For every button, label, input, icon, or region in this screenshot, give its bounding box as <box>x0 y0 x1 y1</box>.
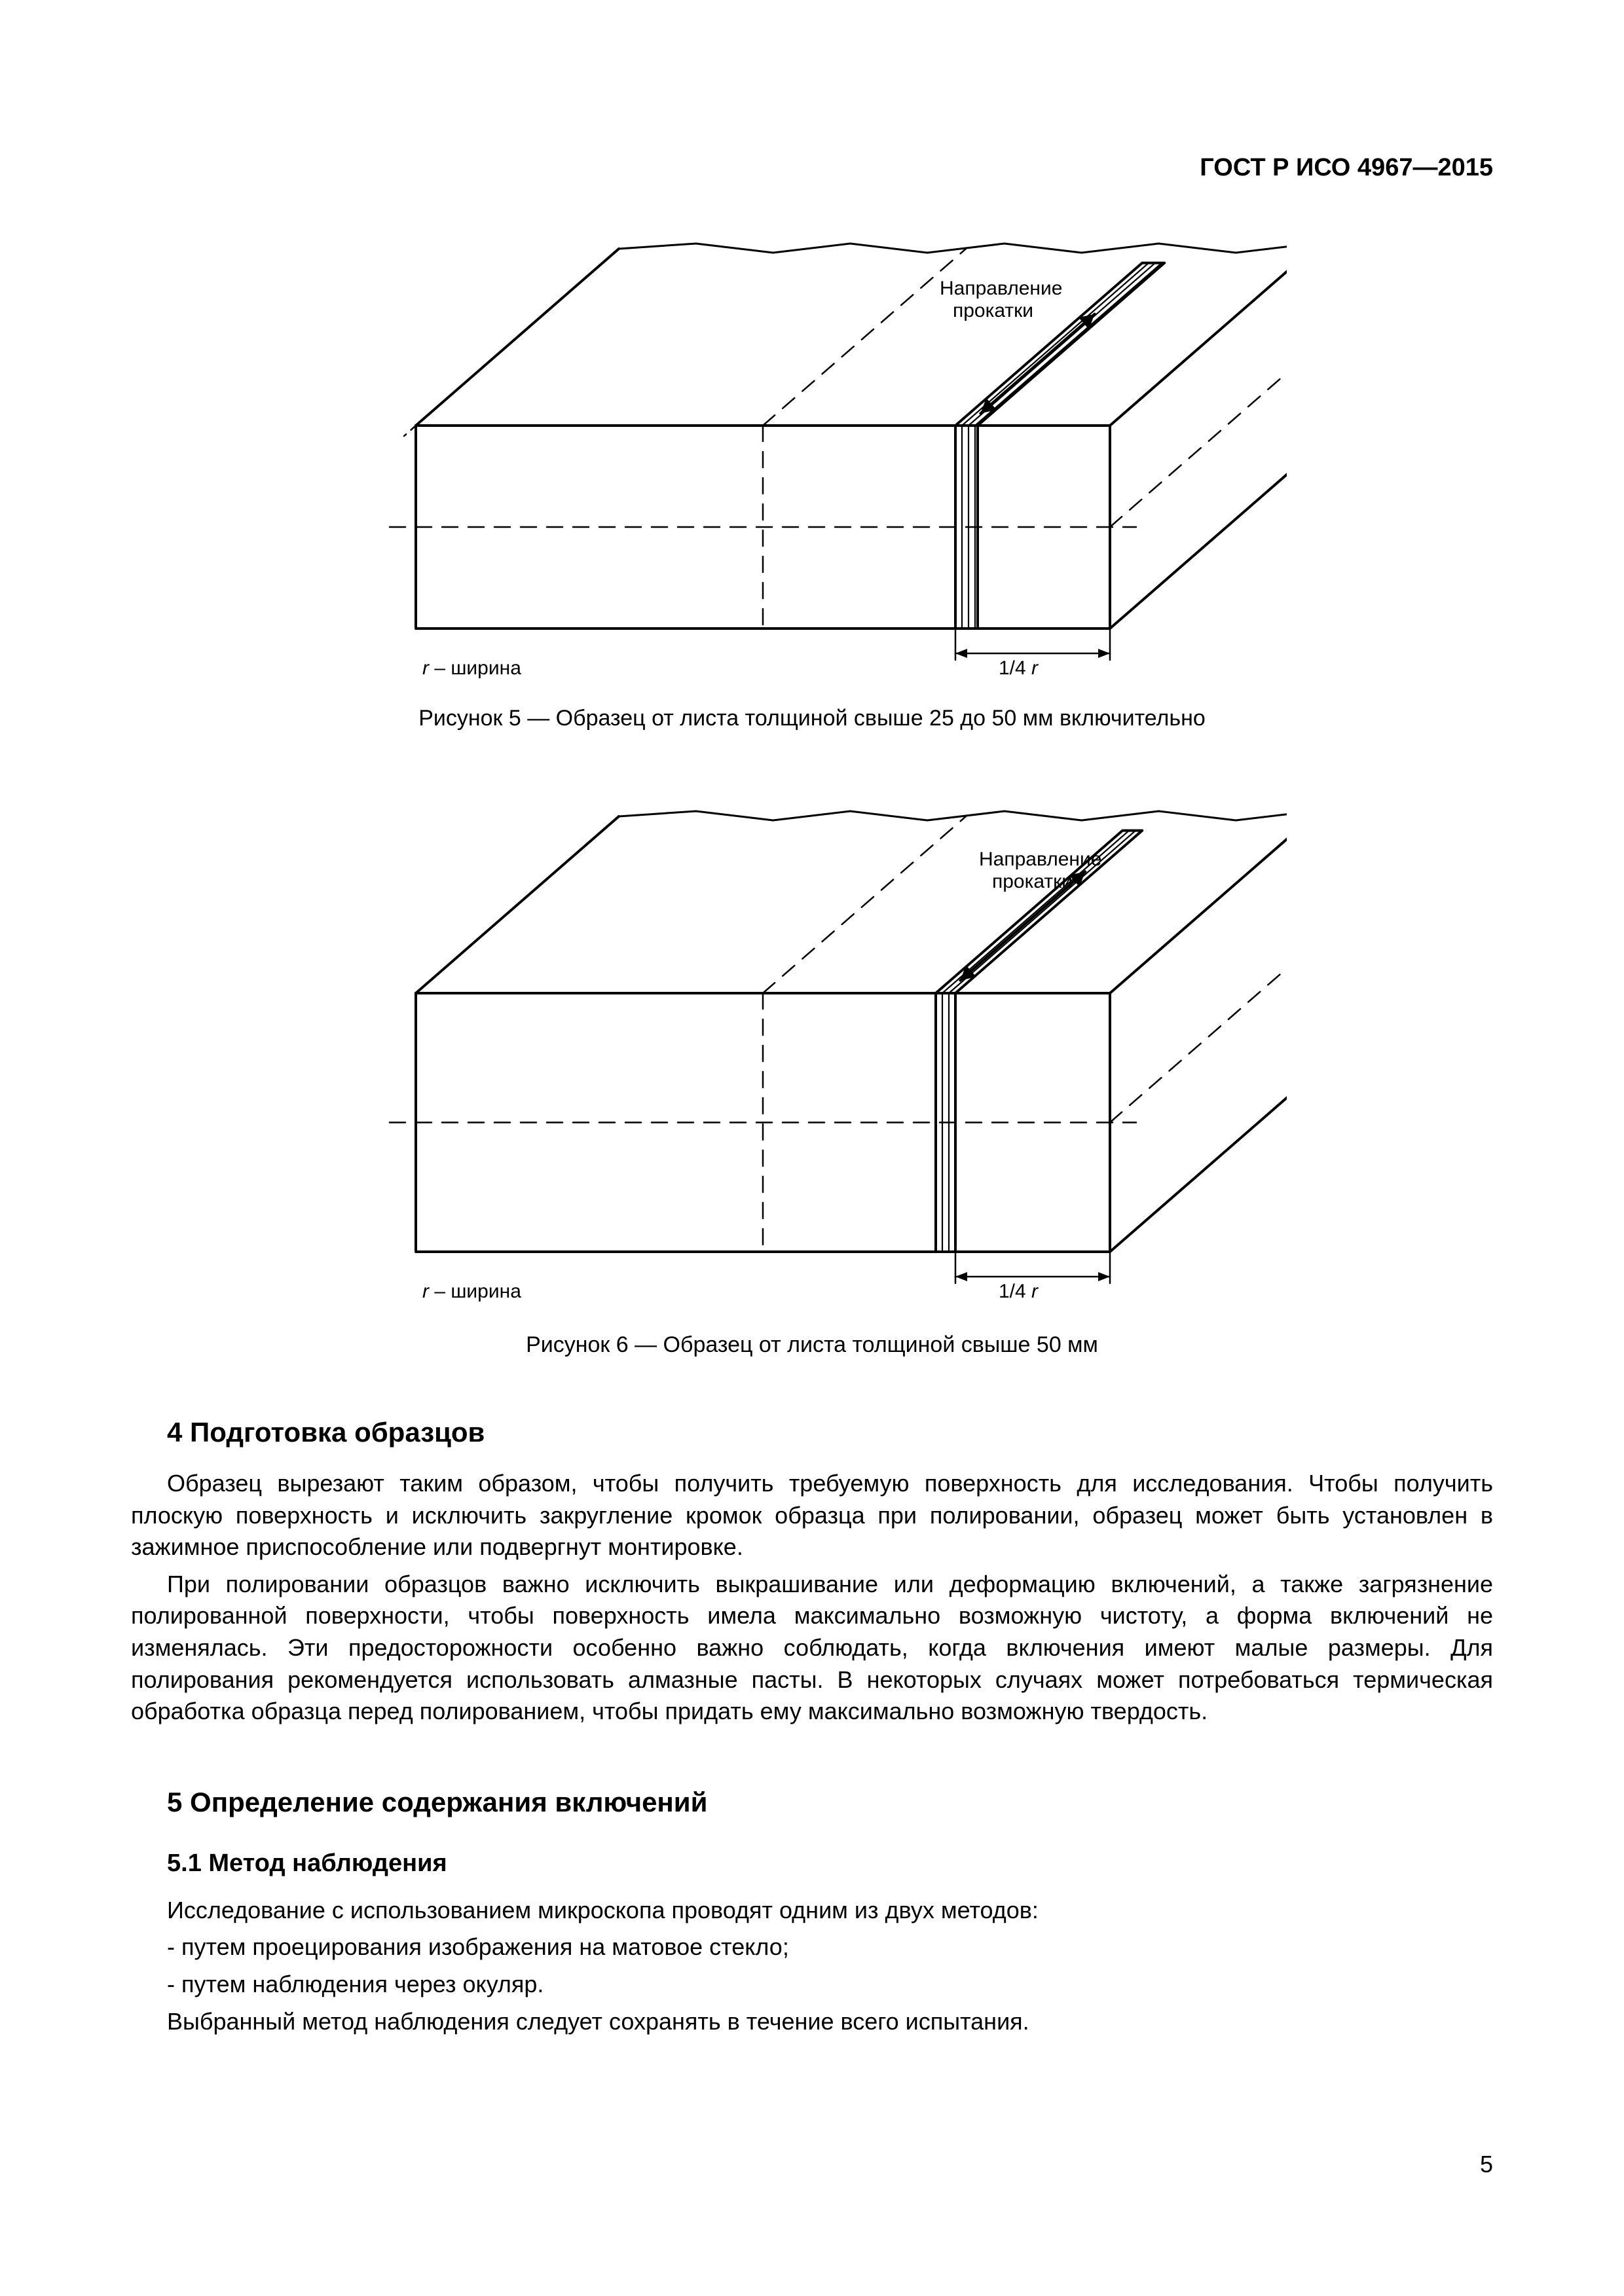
section-5-line-1: Исследование с использованием микроскопа… <box>167 1895 1493 1927</box>
section-4-heading: 4 Подготовка образцов <box>167 1417 1493 1448</box>
svg-text:прокатки: прокатки <box>953 300 1033 321</box>
figure-6: Направлениепрокатки r – ширина 1/4 r Рисун… <box>131 777 1493 1358</box>
section-4-paragraph-1: Образец вырезают таким образом, чтобы по… <box>131 1468 1493 1563</box>
svg-text:r – ширина: r – ширина <box>422 1281 521 1302</box>
svg-text:прокатки: прокатки <box>992 871 1073 892</box>
svg-text:Направление: Направление <box>940 278 1062 299</box>
figure-5-caption: Рисунок 5 — Образец от листа толщиной св… <box>418 706 1206 731</box>
page: ГОСТ Р ИСО 4967—2015 Направлениепрокатки… <box>0 0 1624 2296</box>
figure-5-svg: Направлениепрокатки r – ширина 1/4 r <box>337 216 1287 687</box>
section-5-line-2: Выбранный метод наблюдения следует сохра… <box>167 2006 1493 2038</box>
figure-6-caption: Рисунок 6 — Образец от листа толщиной св… <box>526 1332 1098 1358</box>
section-5-heading: 5 Определение содержания включений <box>167 1787 1493 1818</box>
section-4-paragraph-2: При полировании образцов важно исключить… <box>131 1569 1493 1728</box>
figure-6-svg: Направлениепрокатки r – ширина 1/4 r <box>337 777 1287 1314</box>
section-5-1-heading: 5.1 Метод наблюдения <box>167 1850 1493 1878</box>
page-number: 5 <box>1480 2151 1493 2178</box>
svg-text:r – ширина: r – ширина <box>422 657 521 679</box>
svg-text:Направление: Направление <box>979 848 1101 870</box>
svg-text:1/4 r: 1/4 r <box>999 1281 1039 1302</box>
section-5-bullet-2: - путем наблюдения через окуляр. <box>167 1969 1493 2001</box>
figure-5: Направлениепрокатки r – ширина 1/4 r Рисун… <box>131 216 1493 731</box>
document-header: ГОСТ Р ИСО 4967—2015 <box>1200 154 1493 182</box>
svg-text:1/4 r: 1/4 r <box>999 657 1039 679</box>
section-5-bullet-1: - путем проецирования изображения на мат… <box>167 1931 1493 1963</box>
